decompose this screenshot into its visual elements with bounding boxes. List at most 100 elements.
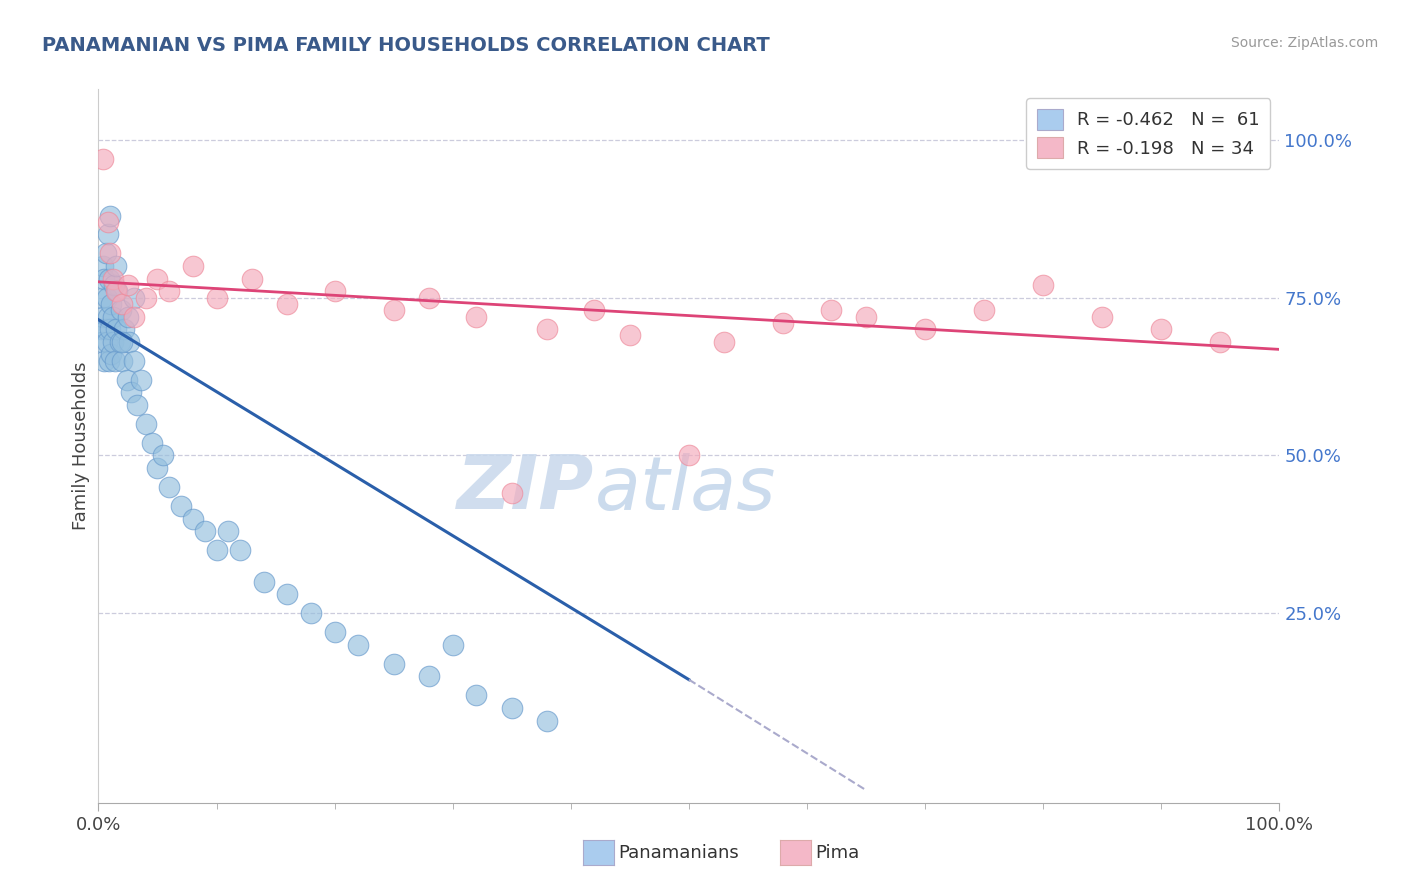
Point	[1150, 322, 1173, 336]
Point	[105, 285, 128, 299]
Point	[98, 353, 121, 368]
Point	[98, 209, 121, 223]
Point	[418, 669, 440, 683]
Point	[127, 398, 149, 412]
Point	[583, 303, 606, 318]
Point	[347, 638, 370, 652]
Point	[323, 285, 346, 299]
Point	[276, 297, 298, 311]
Point	[111, 334, 134, 349]
Point	[217, 524, 239, 539]
Point	[122, 291, 145, 305]
Point	[91, 291, 114, 305]
Point	[501, 701, 523, 715]
Point	[135, 417, 157, 431]
Point	[973, 303, 995, 318]
Point	[90, 322, 112, 336]
Point	[146, 271, 169, 285]
Point	[820, 303, 842, 318]
Point	[1209, 334, 1232, 349]
Point	[157, 480, 180, 494]
Point	[91, 334, 114, 349]
Text: Source: ZipAtlas.com: Source: ZipAtlas.com	[1230, 36, 1378, 50]
Point	[121, 385, 143, 400]
Point	[98, 246, 121, 260]
Point	[104, 353, 127, 368]
Point	[108, 334, 131, 349]
Point	[501, 486, 523, 500]
Point	[536, 714, 558, 728]
Point	[91, 259, 114, 273]
Point	[105, 285, 128, 299]
Point	[465, 689, 488, 703]
Point	[855, 310, 877, 324]
Point	[146, 461, 169, 475]
Point	[91, 310, 114, 324]
Point	[122, 310, 145, 324]
Point	[914, 322, 936, 336]
Point	[323, 625, 346, 640]
Legend: R = -0.462   N =  61, R = -0.198   N = 34: R = -0.462 N = 61, R = -0.198 N = 34	[1026, 98, 1271, 169]
Point	[129, 373, 152, 387]
Point	[105, 259, 128, 273]
Y-axis label: Family Households: Family Households	[72, 362, 90, 530]
Point	[101, 271, 124, 285]
Point	[1091, 310, 1114, 324]
Point	[382, 657, 405, 671]
Point	[110, 303, 132, 318]
Point	[170, 499, 193, 513]
Point	[181, 511, 204, 525]
Point	[678, 449, 700, 463]
Point	[441, 638, 464, 652]
Point	[1032, 277, 1054, 292]
Point	[240, 271, 263, 285]
Point	[96, 291, 118, 305]
Point	[96, 334, 118, 349]
Point	[713, 334, 735, 349]
Point	[122, 353, 145, 368]
Point	[117, 310, 139, 324]
Point	[98, 271, 121, 285]
Point	[100, 297, 122, 311]
Point	[181, 259, 204, 273]
Point	[97, 215, 120, 229]
Point	[93, 271, 115, 285]
Point	[97, 310, 120, 324]
Point	[141, 435, 163, 450]
Point	[418, 291, 440, 305]
Point	[205, 291, 228, 305]
Point	[194, 524, 217, 539]
Point	[115, 373, 138, 387]
Point	[382, 303, 405, 318]
Point	[111, 353, 134, 368]
Point	[100, 347, 122, 361]
Point	[117, 277, 139, 292]
Point	[97, 227, 120, 242]
Point	[98, 322, 121, 336]
Point	[253, 574, 276, 589]
Point	[112, 322, 135, 336]
Point	[111, 297, 134, 311]
Point	[118, 334, 141, 349]
Point	[465, 310, 488, 324]
Text: ZIP: ZIP	[457, 452, 595, 525]
Point	[101, 310, 124, 324]
Point	[229, 543, 252, 558]
Point	[94, 246, 117, 260]
Text: PANAMANIAN VS PIMA FAMILY HOUSEHOLDS CORRELATION CHART: PANAMANIAN VS PIMA FAMILY HOUSEHOLDS COR…	[42, 36, 770, 54]
Text: Pima: Pima	[815, 844, 859, 862]
Point	[205, 543, 228, 558]
Point	[105, 322, 128, 336]
Point	[276, 587, 298, 601]
Text: Panamanians: Panamanians	[619, 844, 740, 862]
Point	[772, 316, 794, 330]
Point	[157, 285, 180, 299]
Point	[94, 322, 117, 336]
Point	[93, 353, 115, 368]
Point	[135, 291, 157, 305]
Point	[103, 277, 125, 292]
Point	[152, 449, 174, 463]
Point	[101, 334, 124, 349]
Text: atlas: atlas	[595, 453, 776, 524]
Point	[619, 328, 641, 343]
